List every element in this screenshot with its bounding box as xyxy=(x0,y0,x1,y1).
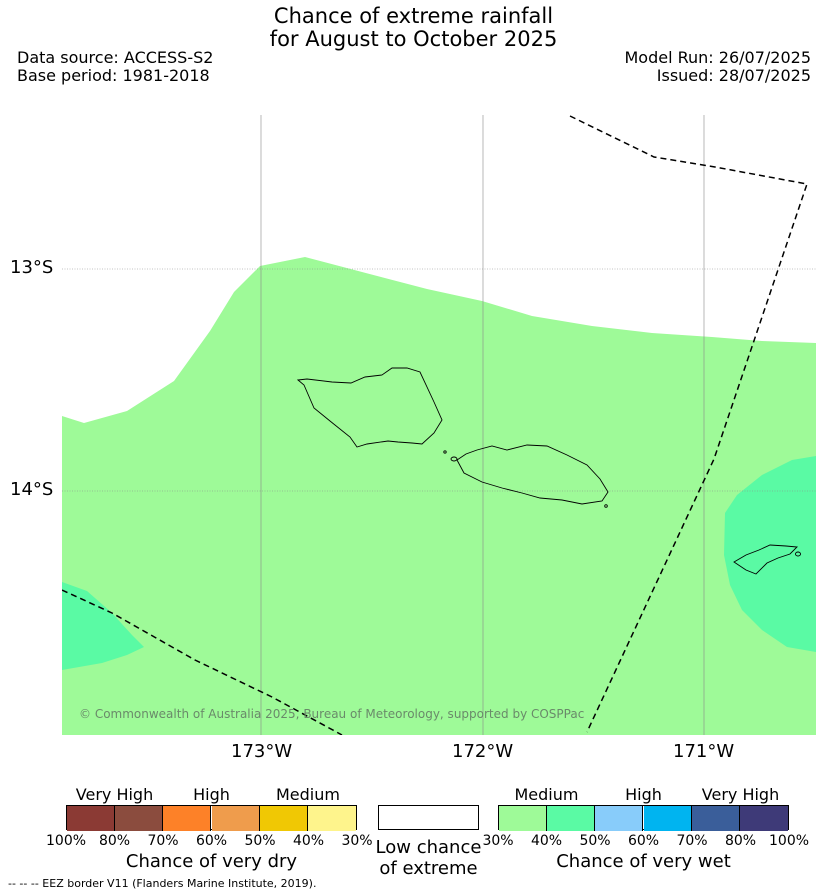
dry-caption: Chance of very dry xyxy=(125,851,298,872)
wet-group-very-high: Very High xyxy=(701,785,780,804)
eez-border-note: -- -- -- EEZ border V11 (Flanders Marine… xyxy=(8,877,317,890)
dry-tick-label: 70% xyxy=(147,833,179,849)
gridlines xyxy=(62,115,816,735)
wet-tick-label: 60% xyxy=(627,833,660,849)
dry-group-very-high: Very High xyxy=(75,785,154,804)
upolu-island-outline xyxy=(456,444,609,505)
wet-colorbar xyxy=(498,805,789,831)
dry-swatch-3 xyxy=(211,806,260,831)
dry-tick-label: 40% xyxy=(292,833,325,849)
medium-wet-region xyxy=(62,257,816,735)
savaii-island-outline xyxy=(296,367,443,448)
dry-tick-label: 60% xyxy=(195,833,228,849)
wet-tick-label: 80% xyxy=(724,833,757,849)
dry-swatch-4 xyxy=(259,806,308,831)
island-outlines xyxy=(296,367,801,575)
wet-tick-label: 70% xyxy=(676,833,708,849)
dry-tick-label: 30% xyxy=(341,833,373,849)
eez-border xyxy=(62,115,808,735)
dry-tick-label: 50% xyxy=(244,833,276,849)
high-wet-region-east xyxy=(724,456,816,652)
dry-swatch-2 xyxy=(163,806,212,831)
dry-tick-label: 100% xyxy=(46,833,87,849)
copyright-notice: © Commonwealth of Australia 2025, Bureau… xyxy=(79,707,584,721)
lon-label-171w: 171°W xyxy=(673,741,735,762)
base-period: Base period: 1981-2018 xyxy=(17,66,210,85)
lon-label-172w: 172°W xyxy=(452,741,514,762)
dry-colorbar xyxy=(66,805,357,831)
wet-tick-label: 50% xyxy=(579,833,611,849)
wet-swatch-2 xyxy=(595,806,644,831)
model-run: Model Run: 26/07/2025 xyxy=(624,48,812,67)
wet-swatch-1 xyxy=(547,806,596,831)
issued-date: Issued: 28/07/2025 xyxy=(656,66,811,85)
lat-label-13s: 13°S xyxy=(10,257,54,278)
low-chance-swatch xyxy=(378,805,479,830)
low-chance-caption-line2: of extreme xyxy=(379,858,478,879)
data-source: Data source: ACCESS-S2 xyxy=(17,48,214,67)
wet-swatch-5 xyxy=(739,806,788,831)
tutuila-island-outline xyxy=(733,544,798,575)
wet-swatch-4 xyxy=(691,806,740,831)
wet-group-medium: Medium xyxy=(514,785,579,804)
wet-caption: Chance of very wet xyxy=(556,851,731,872)
map-title-line2: for August to October 2025 xyxy=(269,27,558,51)
wet-swatch-0 xyxy=(499,806,548,831)
wet-group-high: High xyxy=(625,785,662,804)
map-title-line1: Chance of extreme rainfall xyxy=(273,4,554,28)
wet-tick-label: 30% xyxy=(482,833,514,849)
lon-label-173w: 173°W xyxy=(231,741,293,762)
wet-swatch-3 xyxy=(643,806,692,831)
low-chance-caption-line1: Low chance xyxy=(375,837,482,858)
wet-tick-label: 40% xyxy=(530,833,563,849)
dry-swatch-5 xyxy=(307,806,356,831)
dry-group-high: High xyxy=(193,785,230,804)
dry-swatch-1 xyxy=(115,806,164,831)
dry-group-medium: Medium xyxy=(276,785,340,804)
high-wet-region-west xyxy=(62,582,144,670)
rainfall-map: © Commonwealth of Australia 2025, Bureau… xyxy=(62,115,816,735)
wet-tick-label: 100% xyxy=(769,833,810,849)
dry-swatch-0 xyxy=(67,806,116,831)
lat-label-14s: 14°S xyxy=(10,479,54,500)
dry-tick-label: 80% xyxy=(98,833,131,849)
